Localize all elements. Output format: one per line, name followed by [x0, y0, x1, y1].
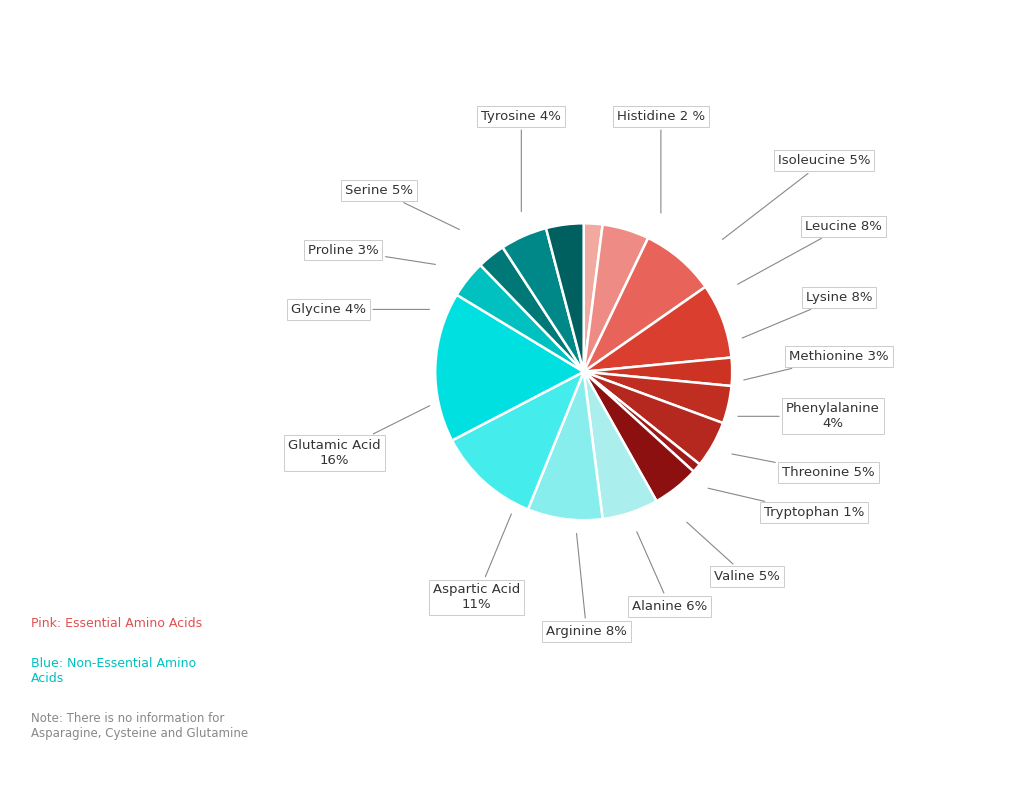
Text: Isoleucine 5%: Isoleucine 5% — [723, 154, 870, 240]
Wedge shape — [503, 228, 584, 372]
Text: Blue: Non-Essential Amino
Acids: Blue: Non-Essential Amino Acids — [31, 657, 196, 684]
Text: Methionine 3%: Methionine 3% — [743, 350, 889, 380]
Wedge shape — [584, 358, 732, 386]
Wedge shape — [584, 372, 699, 471]
Text: Glycine 4%: Glycine 4% — [291, 303, 429, 316]
Wedge shape — [435, 295, 584, 441]
Wedge shape — [584, 287, 731, 372]
Wedge shape — [546, 223, 584, 372]
Text: Valine 5%: Valine 5% — [687, 522, 780, 583]
Wedge shape — [528, 372, 603, 520]
Text: Leucine 8%: Leucine 8% — [737, 220, 882, 284]
Text: Phenylalanine
4%: Phenylalanine 4% — [738, 403, 880, 430]
Text: Lysine 8%: Lysine 8% — [742, 291, 872, 338]
Text: Tyrosine 4%: Tyrosine 4% — [481, 110, 561, 212]
Wedge shape — [584, 372, 693, 501]
Text: Alanine 6%: Alanine 6% — [632, 532, 708, 613]
Wedge shape — [584, 372, 723, 464]
Wedge shape — [584, 225, 648, 372]
Wedge shape — [584, 372, 731, 423]
Wedge shape — [452, 372, 584, 509]
Text: Histidine 2 %: Histidine 2 % — [616, 110, 705, 213]
Text: Tryptophan 1%: Tryptophan 1% — [709, 488, 864, 520]
Text: Note: There is no information for
Asparagine, Cysteine and Glutamine: Note: There is no information for Aspara… — [31, 712, 248, 740]
Text: Pink: Essential Amino Acids: Pink: Essential Amino Acids — [31, 617, 202, 630]
Wedge shape — [457, 265, 584, 372]
Wedge shape — [584, 372, 656, 519]
Text: Glutamic Acid
16%: Glutamic Acid 16% — [288, 406, 430, 467]
Text: Threonine 5%: Threonine 5% — [732, 454, 874, 479]
Text: Aspartic Acid
11%: Aspartic Acid 11% — [433, 514, 520, 611]
Text: Proline 3%: Proline 3% — [308, 244, 435, 264]
Text: Arginine 8%: Arginine 8% — [546, 533, 627, 638]
Wedge shape — [480, 248, 584, 372]
Wedge shape — [584, 238, 706, 372]
Text: Serine 5%: Serine 5% — [345, 184, 460, 229]
Wedge shape — [584, 223, 603, 372]
